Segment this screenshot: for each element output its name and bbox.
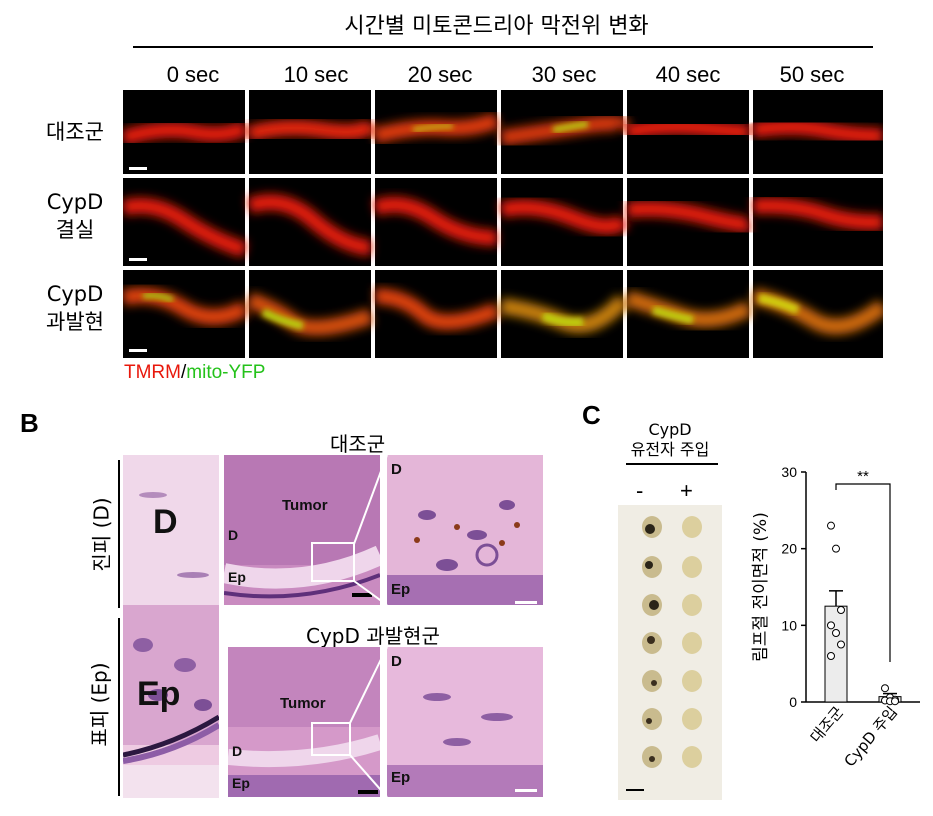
time-label-1: 10 sec — [283, 62, 349, 87]
histology-zoom-strip: D Ep — [123, 455, 219, 798]
row1-panels — [120, 90, 884, 174]
oe-highmag-image: D Ep — [387, 647, 543, 797]
data-point — [832, 544, 840, 553]
legend-tmrm: TMRM — [124, 362, 181, 383]
data-point — [881, 684, 889, 693]
header-line1: CypD — [648, 420, 692, 439]
y-axis-label: 림프절 전이면적 (%) — [751, 512, 771, 662]
oe-highmag-ep-label: Ep — [391, 769, 411, 786]
row-label-cypd-oe-line2: 과발현 — [46, 310, 104, 334]
control-highmag-image: D Ep — [387, 455, 543, 605]
epidermis-bracket — [118, 618, 120, 796]
control-nodes — [642, 516, 662, 768]
legend-mito-yfp: mito-YFP — [186, 362, 266, 383]
oe-d-label: D — [232, 743, 243, 759]
row-label-cypd-ko-line1: CypD — [46, 190, 104, 214]
time-label-2: 20 sec — [407, 62, 473, 87]
big-ep-label: Ep — [137, 675, 181, 713]
y-tick-label: 0 — [789, 694, 797, 710]
highmag-d-label: D — [391, 461, 402, 478]
significance-bracket — [835, 483, 891, 662]
row-label-cypd-oe: CypD 과발현 — [20, 280, 130, 336]
panel-b-letter: B — [20, 408, 39, 438]
header-line2: 유전자 주입 — [630, 440, 710, 459]
time-label-4: 40 sec — [655, 62, 721, 87]
fluorescence-grid-svg — [120, 90, 888, 358]
row-label-cypd-oe-line1: CypD — [46, 282, 104, 306]
y-tick-label: 10 — [781, 617, 797, 633]
row-label-control-text: 대조군 — [46, 120, 104, 144]
y-tick-label: 30 — [781, 464, 797, 480]
control-title: 대조군 — [330, 432, 386, 456]
category-label-1: CypD 주입 — [840, 703, 901, 770]
control-tumor-label: Tumor — [282, 497, 328, 514]
oe-highmag-d-label: D — [391, 653, 402, 670]
time-label-5: 50 sec — [779, 62, 845, 87]
oe-tumor-label: Tumor — [280, 695, 326, 712]
data-point — [827, 652, 835, 660]
minus-label: - — [636, 478, 644, 503]
row-label-cypd-ko: CypD 결실 — [20, 188, 130, 244]
dermis-bracket — [118, 460, 120, 608]
channel-legend: TMRM/mito-YFP — [124, 362, 265, 384]
bar-0 — [824, 605, 848, 703]
row-label-cypd-ko-line2: 결실 — [55, 218, 95, 242]
row2-panels — [120, 178, 884, 266]
row3-panels — [120, 270, 888, 358]
significance-label: ** — [857, 468, 869, 485]
cypd-nodes — [682, 516, 702, 768]
control-lowmag-image: Tumor D Ep — [224, 455, 380, 605]
y-tick-label: 20 — [781, 541, 797, 557]
data-point — [827, 521, 835, 530]
fluorescence-grid — [120, 90, 888, 358]
data-point — [891, 697, 899, 706]
data-point — [837, 606, 845, 614]
time-label-3: 30 sec — [531, 62, 597, 87]
lymph-node-chart: 0 10 20 30 림프절 전이면적 (%) 대조군 CypD 주입 ** — [744, 460, 933, 812]
big-d-label: D — [153, 503, 178, 541]
plus-label: + — [680, 478, 693, 503]
lymph-node-photo — [618, 505, 722, 800]
data-point — [827, 621, 835, 630]
panel-a-title: 시간별 미토콘드리아 막전위 변화 — [344, 14, 649, 39]
lymph-node-header: CypD 유전자 주입 — [610, 420, 730, 460]
legend-separator: / — [180, 362, 187, 383]
row-label-control: 대조군 — [20, 118, 130, 146]
control-d-label: D — [228, 527, 239, 543]
category-label-0: 대조군 — [807, 703, 848, 746]
control-ep-label: Ep — [228, 569, 246, 585]
header-underline — [626, 463, 718, 465]
cypd-oe-title: CypD 과발현군 — [306, 624, 440, 648]
highmag-ep-label: Ep — [391, 581, 411, 598]
data-point — [832, 629, 840, 637]
data-point — [837, 640, 845, 649]
panel-c-letter: C — [582, 400, 601, 430]
title-underline — [133, 46, 873, 48]
time-label-0: 0 sec — [166, 62, 220, 87]
oe-ep-label: Ep — [232, 775, 250, 791]
